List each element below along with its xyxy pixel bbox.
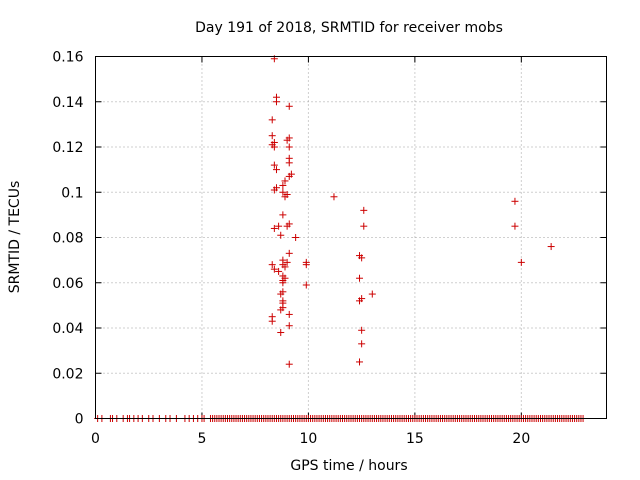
data-point [356, 297, 364, 305]
data-point [511, 222, 519, 230]
data-point [272, 166, 280, 174]
data-point [268, 261, 276, 269]
data-point [279, 181, 287, 189]
y-tick-label: 0.16 [52, 50, 83, 66]
data-point [285, 143, 293, 151]
data-point [281, 193, 289, 201]
data-point [279, 188, 287, 196]
y-tick-label: 0.06 [52, 276, 83, 292]
y-tick-label: 0.04 [52, 321, 83, 337]
data-point [356, 274, 364, 282]
data-point [268, 317, 276, 325]
data-point [277, 290, 285, 298]
y-tick-label: 0.08 [52, 231, 83, 247]
x-tick-label: 5 [197, 431, 206, 447]
data-point [285, 360, 293, 368]
x-tick-labels: 0 5 10 15 20 [91, 431, 530, 447]
y-tick-label: 0.02 [52, 366, 83, 382]
data-point [277, 329, 285, 337]
data-point [302, 281, 310, 289]
data-point [360, 222, 368, 230]
y-tick-label: 0.1 [61, 185, 83, 201]
data-point [358, 254, 366, 262]
data-point [285, 102, 293, 110]
data-point [302, 261, 310, 269]
x-tick-label: 15 [406, 431, 424, 447]
data-points [94, 55, 587, 422]
data-point [358, 340, 366, 348]
data-point [268, 132, 276, 140]
data-point [356, 358, 364, 366]
grid-lines [95, 56, 607, 419]
data-point [277, 231, 285, 239]
data-point [270, 186, 278, 194]
y-axis-label: SRMTID / TECUs [7, 181, 23, 294]
data-point [283, 258, 291, 266]
x-tick-label: 0 [91, 431, 100, 447]
data-point [283, 222, 291, 230]
data-point [368, 290, 376, 298]
data-point [277, 306, 285, 314]
data-point [275, 267, 283, 275]
data-point [292, 234, 300, 241]
plot-frame [95, 56, 607, 419]
data-point [358, 326, 366, 334]
data-point [272, 98, 280, 106]
y-tick-label: 0.12 [52, 140, 83, 156]
data-point [270, 143, 278, 151]
data-point [285, 310, 293, 318]
x-tick-label: 20 [512, 431, 530, 447]
data-point [275, 222, 283, 230]
data-point [270, 265, 278, 273]
data-point [270, 161, 278, 169]
data-point [268, 116, 276, 124]
y-tick-label: 0.14 [52, 95, 83, 111]
y-tick-labels: 0 0.02 0.04 0.06 0.08 0.1 0.12 0.14 0.16 [52, 50, 83, 428]
data-point [547, 243, 555, 251]
data-point [517, 258, 525, 266]
data-point [360, 206, 368, 214]
data-point [511, 197, 519, 205]
data-point [279, 279, 287, 287]
data-point [281, 177, 289, 185]
data-point [283, 136, 291, 144]
data-point [279, 211, 287, 219]
y-tick-label: 0 [75, 412, 84, 428]
x-tick-label: 10 [300, 431, 318, 447]
chart-title: Day 191 of 2018, SRMTID for receiver mob… [195, 20, 503, 36]
data-point [285, 322, 293, 330]
data-point [285, 249, 293, 257]
data-point [285, 159, 293, 167]
data-point [281, 263, 289, 271]
data-point [270, 224, 278, 232]
data-point [330, 193, 338, 201]
data-point [285, 172, 293, 180]
x-axis-label: GPS time / hours [290, 458, 407, 474]
